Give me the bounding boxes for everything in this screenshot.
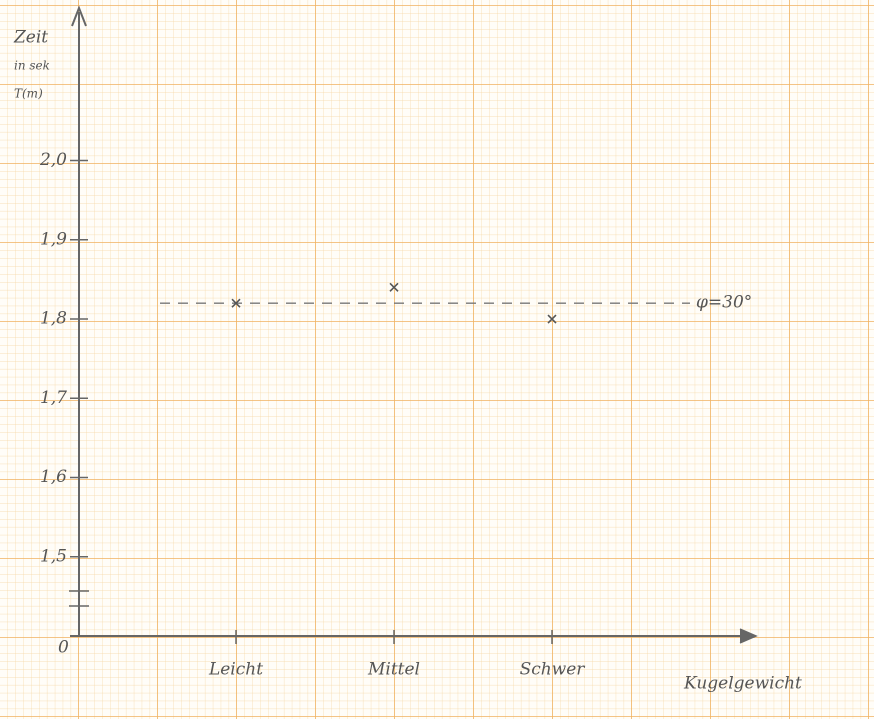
chart: Zeit in sek T(m) Kugelgewicht 0 1,5 1,6 1,7 1,8 1…	[0, 0, 874, 719]
y-axis-title: in sek	[14, 59, 50, 73]
x-tick-label: Leicht	[208, 660, 263, 680]
y-tick-label: 1,6	[40, 467, 67, 487]
y-tick-label: 1,9	[40, 229, 67, 249]
y-tick-label: 1,7	[40, 388, 67, 408]
y-axis-title: Zeit	[13, 28, 48, 48]
y-axis-title: T(m)	[14, 87, 43, 101]
graph-paper-major	[0, 0, 874, 719]
y-origin-label: 0	[58, 638, 69, 658]
reference-label: φ=30°	[696, 293, 752, 313]
x-axis-title: Kugelgewicht	[683, 674, 802, 694]
y-tick-label: 1,8	[40, 309, 67, 329]
x-tick-label: Schwer	[520, 660, 586, 680]
x-tick-label: Mittel	[367, 660, 420, 680]
y-tick-label: 2,0	[39, 150, 67, 170]
y-tick-label: 1,5	[40, 546, 67, 566]
page: {"chart_data": { "type": "scatter", "yla…	[0, 0, 874, 719]
